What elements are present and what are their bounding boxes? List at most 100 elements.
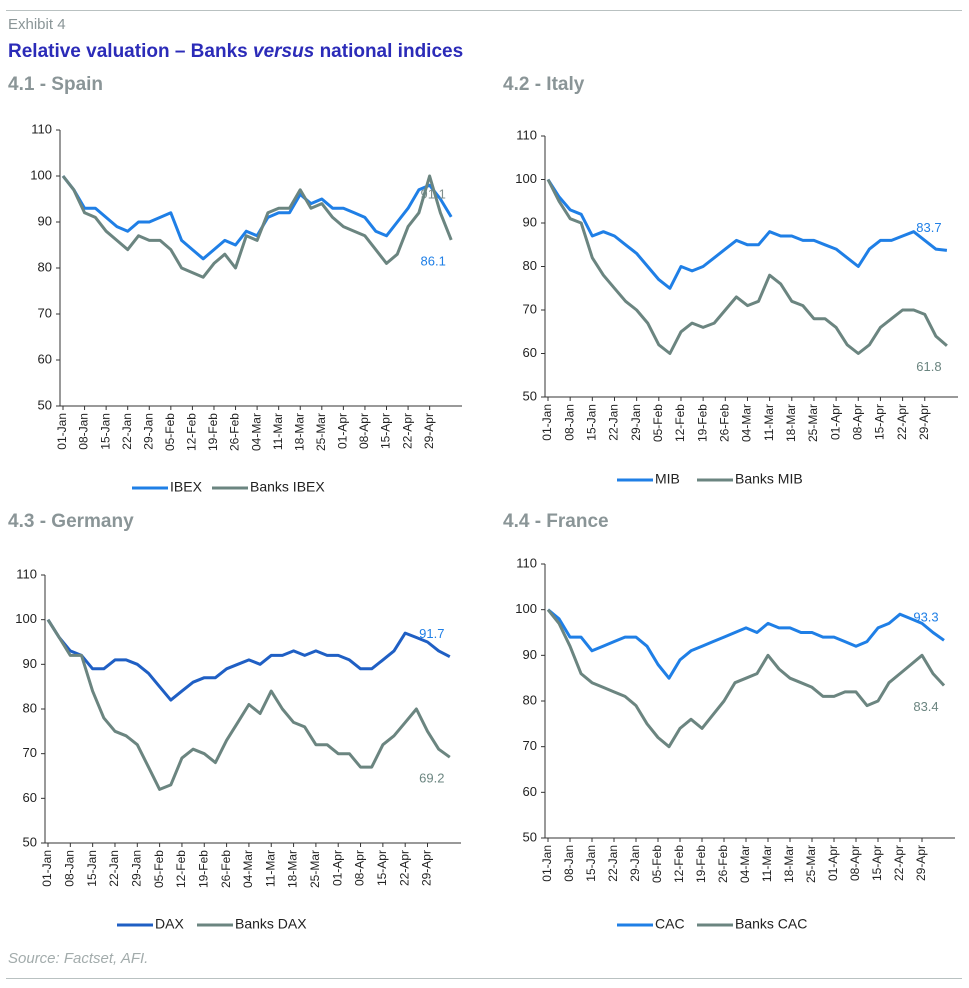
x-tick-label: 18-Mar — [292, 413, 306, 451]
x-tick-label: 19-Feb — [694, 845, 708, 883]
x-tick-label: 08-Jan — [562, 845, 576, 882]
chart-title: 4.2 - Italy — [503, 74, 585, 95]
x-tick-label: 12-Feb — [174, 850, 188, 888]
chart-title: 4.1 - Spain — [8, 74, 103, 95]
y-tick-label: 110 — [516, 127, 537, 142]
x-tick-label: 01-Jan — [540, 845, 554, 882]
x-tick-label: 26-Feb — [716, 845, 730, 883]
end-label: 61.8 — [916, 359, 941, 374]
x-tick-label: 25-Mar — [308, 850, 322, 888]
y-tick-label: 80 — [38, 259, 52, 274]
x-tick-label: 29-Apr — [914, 845, 928, 881]
x-tick-label: 15-Jan — [584, 404, 598, 441]
chart-title: 4.4 - France — [503, 511, 609, 532]
title-part: Relative valuation – Banks — [8, 41, 248, 62]
end-label: 83.4 — [913, 699, 938, 714]
y-tick-label: 60 — [23, 790, 37, 805]
y-tick-label: 100 — [15, 611, 37, 626]
x-tick-label: 01-Apr — [330, 850, 344, 886]
x-tick-label: 11-Mar — [762, 404, 776, 441]
y-tick-label: 110 — [16, 566, 37, 581]
title-part: national indices — [319, 41, 464, 62]
y-tick-label: 80 — [523, 692, 537, 707]
y-tick-label: 90 — [23, 656, 37, 671]
end-label: 91.7 — [419, 626, 444, 641]
series-line — [46, 618, 451, 702]
legend-label: CAC — [655, 916, 685, 932]
x-tick-label: 22-Apr — [895, 404, 909, 440]
chart-title: 4.3 - Germany — [8, 511, 134, 532]
exhibit-label: Exhibit 4 — [8, 16, 66, 33]
x-tick-label: 29-Jan — [628, 845, 642, 882]
x-tick-label: 22-Jan — [120, 413, 134, 450]
legend-label: Banks CAC — [735, 916, 807, 932]
series-line — [46, 618, 451, 791]
x-tick-label: 05-Feb — [650, 845, 664, 883]
y-tick-label: 70 — [38, 305, 52, 320]
legend-label: MIB — [655, 471, 680, 487]
end-label: 69.2 — [419, 771, 444, 786]
x-tick-label: 08-Jan — [77, 413, 91, 450]
x-tick-label: 08-Apr — [357, 413, 371, 449]
x-tick-label: 29-Apr — [422, 413, 436, 449]
x-tick-label: 15-Jan — [584, 845, 598, 882]
x-tick-label: 12-Feb — [673, 404, 687, 442]
x-tick-label: 11-Mar — [263, 850, 277, 887]
x-tick-label: 25-Mar — [314, 413, 328, 451]
x-tick-label: 22-Apr — [397, 850, 411, 886]
x-tick-label: 19-Feb — [196, 850, 210, 888]
x-tick-label: 22-Jan — [107, 850, 121, 887]
x-tick-label: 04-Mar — [249, 413, 263, 451]
legend-label: IBEX — [170, 479, 203, 495]
end-label: 93.3 — [913, 610, 938, 625]
y-tick-label: 100 — [30, 167, 52, 182]
x-tick-label: 22-Apr — [892, 845, 906, 881]
y-tick-label: 50 — [38, 397, 52, 412]
series-line — [61, 175, 453, 261]
x-tick-label: 08-Jan — [562, 404, 576, 441]
x-tick-label: 18-Mar — [784, 404, 798, 442]
x-tick-label: 05-Feb — [163, 413, 177, 451]
x-tick-label: 18-Mar — [286, 850, 300, 888]
x-tick-label: 04-Mar — [740, 404, 754, 442]
x-tick-label: 29-Jan — [129, 850, 143, 887]
y-tick-label: 90 — [523, 214, 537, 229]
legend-label: Banks MIB — [735, 471, 803, 487]
y-tick-label: 60 — [38, 351, 52, 366]
title-part: versus — [253, 41, 315, 62]
x-tick-label: 01-Apr — [336, 413, 350, 449]
x-tick-label: 05-Feb — [152, 850, 166, 888]
y-tick-label: 100 — [515, 601, 537, 616]
x-tick-label: 22-Apr — [400, 413, 414, 449]
x-tick-label: 19-Feb — [206, 413, 220, 451]
x-tick-label: 04-Mar — [738, 845, 752, 883]
x-tick-label: 01-Apr — [828, 404, 842, 440]
y-tick-label: 70 — [523, 738, 537, 753]
x-tick-label: 15-Apr — [873, 404, 887, 440]
series-line — [61, 174, 453, 279]
x-tick-label: 11-Mar — [760, 845, 774, 882]
y-tick-label: 80 — [523, 258, 537, 273]
x-tick-label: 26-Feb — [717, 404, 731, 442]
legend-label: Banks IBEX — [250, 479, 325, 495]
x-tick-label: 29-Jan — [141, 413, 155, 450]
y-tick-label: 50 — [523, 388, 537, 403]
x-tick-label: 05-Feb — [651, 404, 665, 442]
x-tick-label: 26-Feb — [228, 413, 242, 451]
x-tick-label: 01-Jan — [40, 850, 54, 887]
x-tick-label: 08-Jan — [62, 850, 76, 887]
page-title: Relative valuation – Banks versus nation… — [8, 41, 463, 63]
x-tick-label: 01-Jan — [55, 413, 69, 450]
x-tick-label: 19-Feb — [695, 404, 709, 442]
x-tick-label: 22-Jan — [607, 404, 621, 441]
y-tick-label: 70 — [23, 745, 37, 760]
x-tick-label: 15-Apr — [870, 845, 884, 881]
series-line — [546, 178, 948, 355]
y-tick-label: 70 — [523, 301, 537, 316]
x-tick-label: 08-Apr — [353, 850, 367, 886]
x-tick-label: 01-Apr — [826, 845, 840, 881]
x-tick-label: 15-Jan — [85, 850, 99, 887]
legend-label: DAX — [155, 916, 184, 932]
x-tick-label: 25-Mar — [806, 404, 820, 442]
